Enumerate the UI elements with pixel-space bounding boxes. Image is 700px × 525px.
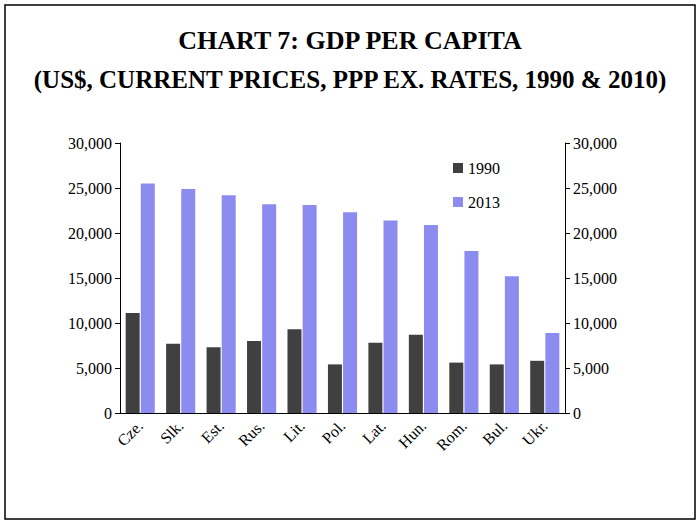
svg-text:Ukr.: Ukr. (519, 417, 551, 449)
svg-text:15,000: 15,000 (68, 270, 112, 287)
svg-text:10,000: 10,000 (573, 315, 617, 332)
svg-text:Slk.: Slk. (157, 417, 187, 447)
svg-text:0: 0 (104, 405, 112, 422)
svg-text:Rom.: Rom. (433, 417, 470, 454)
svg-text:5,000: 5,000 (76, 360, 112, 377)
svg-text:5,000: 5,000 (573, 360, 609, 377)
svg-text:10,000: 10,000 (68, 315, 112, 332)
svg-text:2013: 2013 (468, 194, 500, 211)
svg-text:CHART 7: GDP PER CAPITA: CHART 7: GDP PER CAPITA (178, 26, 522, 55)
svg-text:1990: 1990 (468, 160, 500, 177)
svg-text:15,000: 15,000 (573, 270, 617, 287)
svg-text:Bul.: Bul. (479, 417, 510, 448)
svg-text:Lit.: Lit. (280, 417, 308, 445)
svg-text:20,000: 20,000 (68, 225, 112, 242)
svg-text:Rus.: Rus. (235, 417, 267, 449)
svg-text:Lat.: Lat. (359, 417, 389, 447)
svg-text:25,000: 25,000 (68, 180, 112, 197)
svg-text:(US$, CURRENT PRICES, PPP EX.: (US$, CURRENT PRICES, PPP EX. RATES, 199… (34, 66, 666, 94)
svg-text:Hun.: Hun. (395, 417, 429, 451)
svg-text:30,000: 30,000 (68, 135, 112, 152)
svg-text:Cze.: Cze. (114, 417, 146, 449)
svg-text:Est.: Est. (198, 417, 227, 446)
svg-text:20,000: 20,000 (573, 225, 617, 242)
svg-text:30,000: 30,000 (573, 135, 617, 152)
svg-text:Pol.: Pol. (319, 417, 349, 447)
svg-text:25,000: 25,000 (573, 180, 617, 197)
svg-text:0: 0 (573, 405, 581, 422)
